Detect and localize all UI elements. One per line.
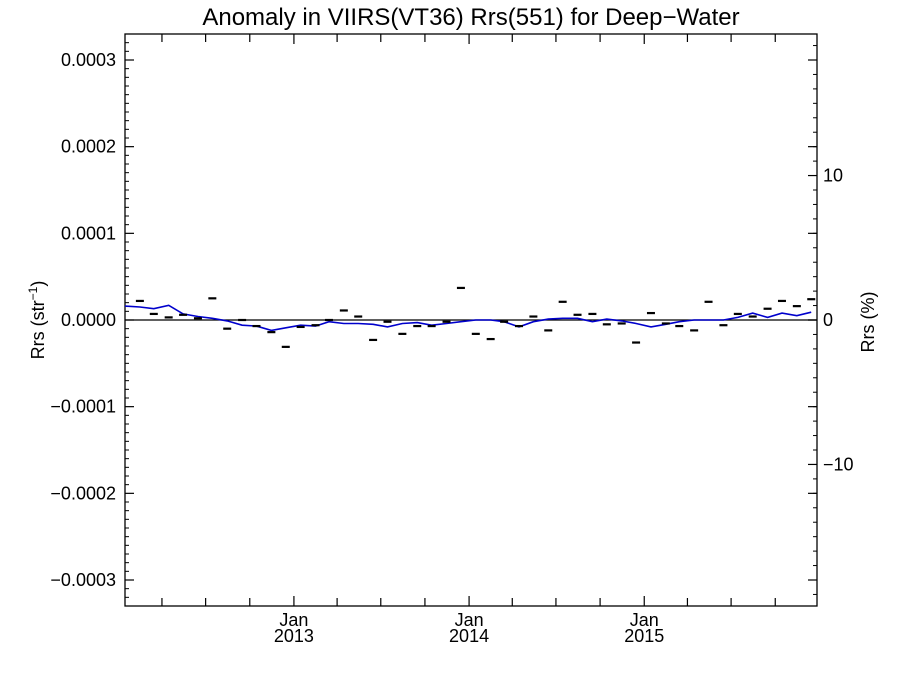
chart-title: Anomaly in VIIRS(VT36) Rrs(551) for Deep…	[202, 4, 739, 31]
y-axis-label-sup: −1	[26, 286, 40, 300]
y2-axis-label: Rrs (%)	[858, 292, 878, 353]
x-tick-label-month: Jan	[279, 610, 308, 630]
x-tick-label-year: 2014	[449, 626, 489, 646]
y-axis: 0.0003 0.0002 0.0001 0.0000 −0.0001 −0.0002 −0…	[50, 33, 817, 607]
x-tick-label-year: 2013	[274, 626, 314, 646]
y-tick-label: −0.0002	[50, 483, 116, 503]
y-axis-label-main: Rrs (str	[28, 300, 48, 359]
series-line-monthly-mean	[124, 304, 812, 332]
x-tick-label-month: Jan	[630, 610, 659, 630]
series-layer	[124, 286, 816, 348]
y-tick-label: 0.0000	[61, 310, 116, 330]
y2-tick-label: 10	[823, 166, 843, 186]
y2-tick-label: 0	[823, 310, 833, 330]
y-tick-label: 0.0001	[61, 223, 116, 243]
y-tick-label: −0.0003	[50, 570, 116, 590]
y-tick-label: −0.0001	[50, 397, 116, 417]
y2-axis: 10 0 −10	[808, 45, 854, 595]
x-tick-label-month: Jan	[455, 610, 484, 630]
y-axis-label: Rrs (str−1)	[26, 281, 48, 360]
y2-tick-label: −10	[823, 454, 854, 474]
x-tick-label-year: 2015	[624, 626, 664, 646]
y-axis-label-close: )	[28, 281, 48, 287]
y-tick-label: 0.0003	[61, 50, 116, 70]
y-tick-label: 0.0002	[61, 137, 116, 157]
